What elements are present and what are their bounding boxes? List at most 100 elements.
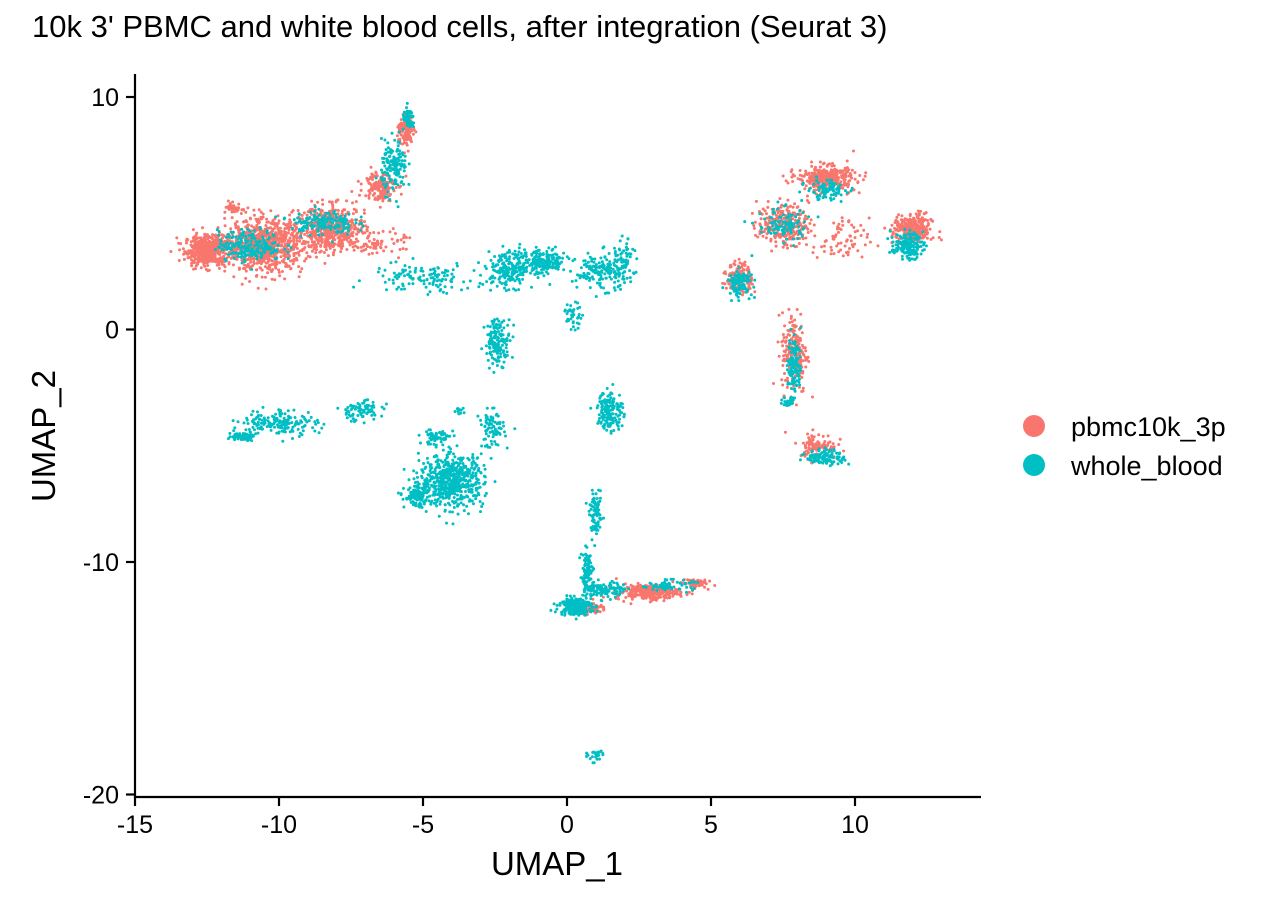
data-point <box>275 248 278 252</box>
data-point <box>262 241 266 245</box>
data-point <box>789 204 792 208</box>
data-point <box>201 226 204 230</box>
data-point <box>310 220 313 224</box>
data-point <box>773 234 776 238</box>
data-point <box>220 248 224 252</box>
data-point <box>279 229 283 233</box>
data-point <box>273 223 277 227</box>
data-point <box>399 272 403 276</box>
data-point <box>782 336 786 339</box>
data-point <box>390 186 394 190</box>
data-point <box>261 235 265 239</box>
data-point <box>908 212 912 216</box>
data-point <box>214 258 218 262</box>
data-point <box>339 242 342 246</box>
data-point <box>629 602 633 606</box>
data-point <box>807 446 811 450</box>
data-point <box>226 253 230 256</box>
data-point <box>914 225 918 229</box>
data-point <box>278 226 282 230</box>
data-point <box>352 227 356 231</box>
data-point <box>450 285 454 289</box>
data-point <box>679 593 682 597</box>
data-point <box>326 211 330 215</box>
data-point <box>485 280 489 284</box>
data-point <box>845 239 848 243</box>
data-point <box>781 311 784 315</box>
data-point <box>191 228 195 232</box>
data-point <box>224 242 228 245</box>
data-point <box>384 195 388 199</box>
data-point <box>496 270 500 274</box>
data-point <box>397 130 401 134</box>
data-point <box>298 239 302 243</box>
data-point <box>772 382 775 385</box>
data-point <box>386 146 390 150</box>
data-point <box>286 257 290 261</box>
data-point <box>381 171 385 175</box>
data-point <box>802 352 805 356</box>
data-point <box>513 249 517 253</box>
data-point <box>804 365 808 369</box>
data-point <box>638 587 642 591</box>
data-point <box>383 170 387 174</box>
data-point <box>713 584 717 587</box>
data-point <box>722 271 726 275</box>
data-point <box>477 285 481 289</box>
data-point <box>229 241 233 245</box>
data-point <box>292 242 296 246</box>
data-point <box>759 217 763 221</box>
data-point <box>399 118 403 122</box>
data-point <box>311 230 315 233</box>
data-point <box>288 236 292 240</box>
data-point <box>731 271 735 275</box>
data-point <box>806 355 810 359</box>
data-point <box>466 286 470 290</box>
data-point <box>521 277 525 281</box>
data-point <box>392 281 395 285</box>
data-point <box>728 282 732 286</box>
data-point <box>845 251 848 254</box>
data-point <box>810 179 814 183</box>
data-point <box>290 210 294 214</box>
data-point <box>259 246 263 249</box>
data-point <box>242 258 246 262</box>
data-point <box>811 251 815 255</box>
data-point <box>821 176 825 180</box>
data-point <box>255 233 259 237</box>
data-point <box>312 213 316 217</box>
data-point <box>530 285 533 289</box>
data-point <box>336 229 340 233</box>
data-point <box>206 242 209 246</box>
data-point <box>401 113 405 117</box>
data-point <box>629 591 633 595</box>
data-point <box>320 239 324 243</box>
data-point <box>411 114 415 118</box>
data-point <box>305 221 309 225</box>
data-point <box>822 250 826 253</box>
data-point <box>783 324 787 328</box>
data-point <box>391 278 395 282</box>
data-point <box>410 111 414 115</box>
data-point <box>698 583 702 587</box>
data-point <box>336 208 340 212</box>
data-point <box>252 244 256 248</box>
data-point <box>917 212 921 216</box>
data-point <box>931 236 935 240</box>
data-point <box>524 258 528 262</box>
data-point <box>324 248 328 252</box>
data-point <box>737 257 741 261</box>
data-point <box>807 443 811 446</box>
data-point <box>919 222 923 226</box>
data-point <box>758 222 762 226</box>
data-point <box>383 164 387 168</box>
data-point <box>802 346 806 349</box>
data-point <box>392 271 396 275</box>
data-point <box>394 186 398 189</box>
data-point <box>260 268 264 272</box>
data-point <box>355 232 359 236</box>
data-point <box>237 267 241 271</box>
data-point <box>250 252 254 256</box>
data-point <box>614 577 618 581</box>
data-point <box>793 318 797 322</box>
